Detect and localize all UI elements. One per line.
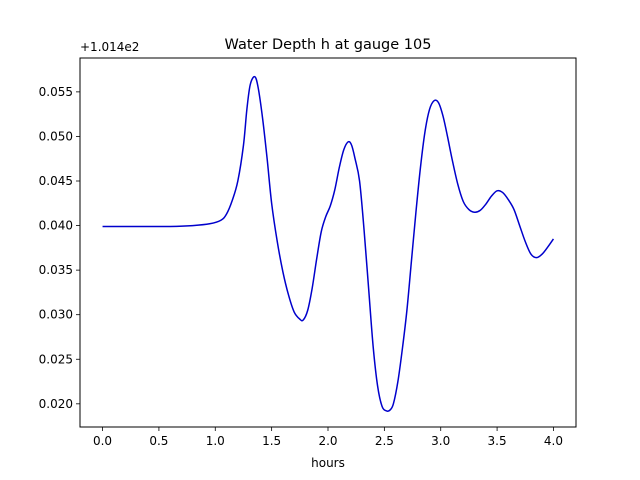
x-tick-label: 1.0 bbox=[206, 434, 225, 448]
chart-title: Water Depth h at gauge 105 bbox=[225, 37, 432, 53]
x-axis-label: hours bbox=[311, 456, 345, 470]
x-tick-label: 2.5 bbox=[375, 434, 394, 448]
series-line bbox=[102, 75, 555, 412]
y-tick-label: 0.040 bbox=[39, 219, 73, 233]
x-tick-label: 1.5 bbox=[262, 434, 281, 448]
x-axis: 0.0 0.5 1.0 1.5 2.0 2.5 3.0 3.5 4.0 bbox=[93, 427, 563, 448]
y-tick-label: 0.055 bbox=[39, 85, 73, 99]
y-tick-label: 0.030 bbox=[39, 308, 73, 322]
x-tick-label: 3.0 bbox=[431, 434, 450, 448]
x-tick-label: 2.0 bbox=[318, 434, 337, 448]
y-tick-label: 0.020 bbox=[39, 397, 73, 411]
x-tick-label: 4.0 bbox=[544, 434, 563, 448]
y-tick-label: 0.050 bbox=[39, 129, 73, 143]
y-tick-label: 0.025 bbox=[39, 352, 73, 366]
plot-area bbox=[102, 75, 555, 412]
y-tick-label: 0.045 bbox=[39, 174, 73, 188]
x-tick-label: 0.5 bbox=[149, 434, 168, 448]
x-tick-label: 3.5 bbox=[488, 434, 507, 448]
y-axis: 0.020 0.025 0.030 0.035 0.040 0.045 0.050 0.055 bbox=[39, 85, 80, 411]
y-tick-label: 0.035 bbox=[39, 263, 73, 277]
plot-frame bbox=[79, 57, 577, 428]
x-tick-label: 0.0 bbox=[93, 434, 112, 448]
y-offset-label: +1.014e2 bbox=[80, 40, 139, 54]
